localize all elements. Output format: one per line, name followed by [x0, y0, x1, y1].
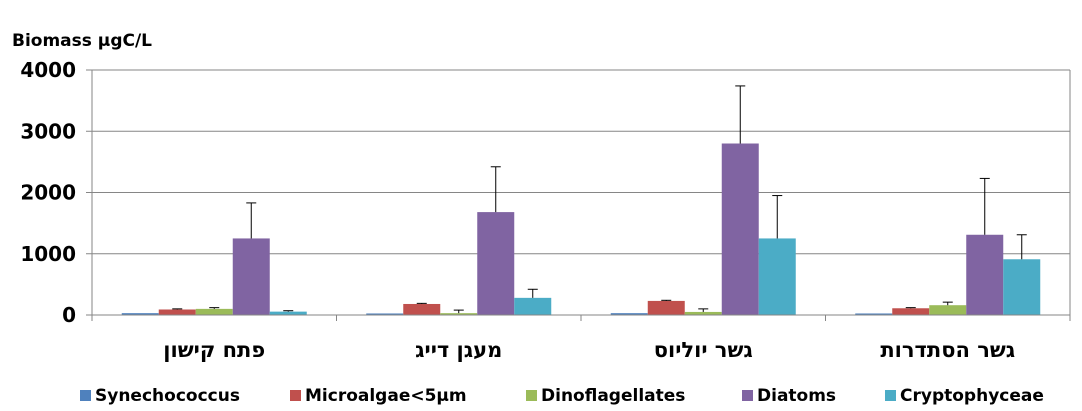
bar — [477, 212, 515, 315]
legend-swatch — [885, 390, 896, 401]
x-tick-labels: פתח קישון מעגן דייג גשר יוליוס גשר הסתדרות — [163, 338, 1015, 362]
x-tick-label: פתח קישון — [163, 338, 265, 362]
bars — [121, 143, 1041, 315]
y-axis-label: Biomass μgC/L — [12, 31, 152, 51]
bar — [440, 313, 478, 315]
bar — [610, 313, 648, 315]
axes — [86, 69, 1071, 321]
legend-swatch — [80, 390, 91, 401]
bar — [966, 234, 1004, 315]
bar — [929, 305, 967, 315]
error-bars — [172, 85, 1027, 314]
y-tick-labels: 0 1000 2000 3000 4000 — [20, 58, 76, 327]
bar — [684, 311, 722, 315]
legend-swatch — [742, 390, 753, 401]
legend: Synechococcus Microalgae<5µm Dinoflagellat… — [80, 386, 1044, 406]
bar — [1003, 259, 1041, 315]
bar — [403, 303, 441, 315]
bar — [121, 313, 159, 315]
legend-entry: Dinoflagellates — [526, 386, 685, 406]
x-tick-label: גשר הסתדרות — [880, 338, 1015, 362]
y-tick-label: 3000 — [20, 119, 76, 143]
legend-label: Microalgae<5µm — [305, 386, 467, 406]
bar — [855, 313, 893, 315]
legend-label: Cryptophyceae — [900, 386, 1044, 406]
bar — [158, 309, 196, 315]
bar — [758, 238, 796, 315]
bar — [195, 308, 233, 315]
bar — [647, 300, 685, 315]
legend-swatch — [290, 390, 301, 401]
bar — [269, 311, 307, 315]
bar — [514, 297, 552, 315]
y-tick-label: 0 — [62, 303, 76, 327]
gridlines — [92, 69, 1070, 255]
legend-entry: Synechococcus — [80, 386, 240, 406]
x-tick-label: גשר יוליוס — [654, 338, 753, 362]
legend-label: Synechococcus — [95, 386, 240, 406]
y-tick-label: 1000 — [20, 242, 76, 266]
legend-entry: Cryptophyceae — [885, 386, 1044, 406]
bar — [366, 313, 404, 315]
legend-entry: Microalgae<5µm — [290, 386, 467, 406]
legend-swatch — [526, 390, 537, 401]
legend-label: Diatoms — [757, 386, 836, 406]
bar — [721, 143, 759, 315]
x-tick-label: מעגן דייג — [415, 338, 502, 362]
bar — [892, 308, 930, 315]
legend-entry: Diatoms — [742, 386, 836, 406]
legend-label: Dinoflagellates — [541, 386, 685, 406]
y-tick-label: 2000 — [20, 181, 76, 205]
bar — [232, 238, 270, 315]
y-tick-label: 4000 — [20, 58, 76, 82]
